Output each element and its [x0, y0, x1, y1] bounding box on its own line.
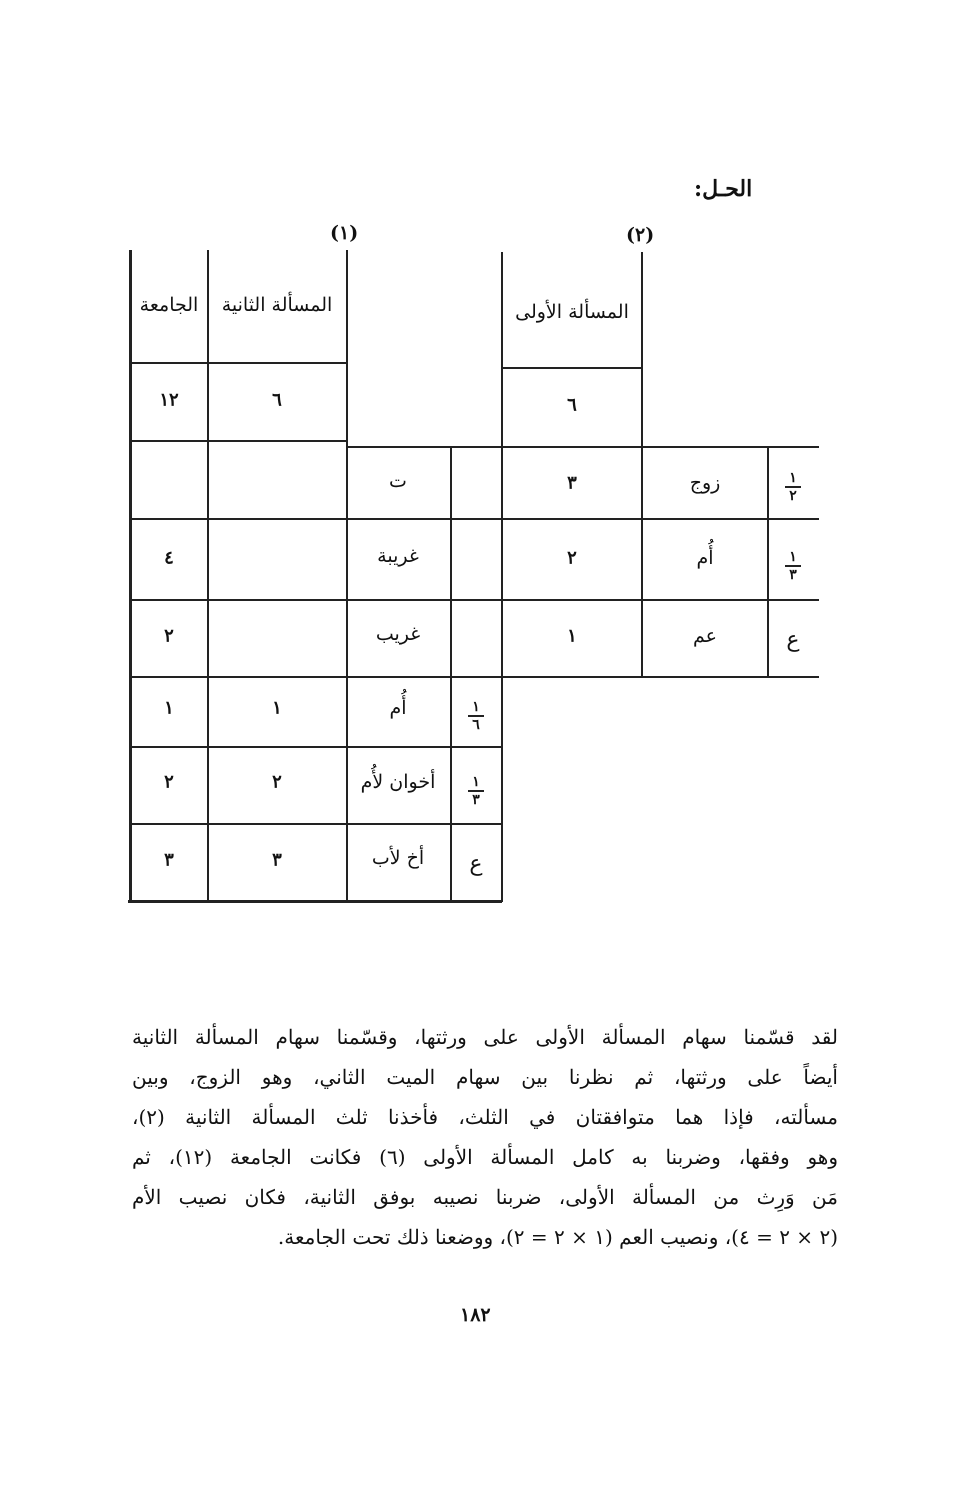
heir-name: ت	[389, 470, 407, 492]
fraction-denominator: ٢	[789, 488, 797, 504]
heir-name: أخ لأب	[371, 847, 425, 869]
base-jamia: ١٢	[159, 389, 179, 411]
fraction-denominator: ٣	[789, 567, 797, 583]
heir-share: ٢	[567, 547, 577, 569]
table-line	[130, 823, 502, 825]
paragraph-line: مَن وَرِث من المسألة الأولى، ضربنا نصيبه…	[132, 1185, 838, 1209]
paragraph-line: (٢ × ٢ = ٤)، ونصيب العم (١ × ٢ = ٢)، ووض…	[277, 1225, 838, 1249]
table-line	[501, 252, 503, 902]
table-line	[767, 447, 769, 677]
heir-share: ١	[567, 625, 577, 647]
base-second: ٦	[272, 389, 282, 411]
paragraph-line: مسألته، فإذا هما متوافقتان في الثلث، فأخ…	[132, 1105, 839, 1129]
header-first-problem: المسألة الأولى	[515, 301, 629, 323]
fraction-denominator: ٦	[472, 717, 480, 733]
jamia-share: ٤	[164, 547, 174, 569]
label-one: (١)	[330, 222, 359, 244]
table-line	[130, 518, 819, 520]
heir-share: ٣	[567, 472, 577, 494]
residuary-mark: ع	[786, 627, 800, 653]
table-line	[130, 599, 819, 601]
jamia-share: ٢	[164, 771, 174, 793]
table-line	[641, 252, 643, 677]
second-share: ٣	[272, 849, 282, 871]
heir-name: غريبة	[377, 545, 419, 567]
jamia-share: ١	[164, 697, 174, 719]
table-line	[129, 250, 132, 903]
solution-heading: الحـل:	[694, 176, 753, 202]
jamia-share: ٣	[164, 849, 174, 871]
heir-name: غريب	[375, 623, 421, 645]
fraction-numerator: ١	[789, 470, 797, 486]
jamia-share: ٢	[164, 625, 174, 647]
second-share: ٢	[272, 771, 282, 793]
table-line	[130, 746, 502, 748]
explanation-paragraph: لقد قسّمنا سهام المسألة الأولى على ورثته…	[132, 1017, 838, 1257]
table-line	[347, 446, 819, 448]
table-line	[346, 250, 348, 902]
paragraph-line: أيضاً على ورثتها، ثم نظرنا بين سهام المي…	[132, 1065, 838, 1089]
table-line	[130, 362, 347, 364]
paragraph-line: وهو وفقها، وضربنا به كامل المسألة الأولى…	[132, 1145, 838, 1169]
heir-name: أُم	[696, 547, 714, 569]
fraction-denominator: ٣	[472, 792, 480, 808]
table-line	[128, 900, 502, 903]
residuary-mark: ع	[469, 851, 483, 877]
base-first: ٦	[567, 394, 577, 416]
table-line	[130, 440, 347, 442]
table-line	[450, 447, 452, 902]
second-share: ١	[272, 697, 282, 719]
fraction-numerator: ١	[789, 549, 797, 565]
paragraph-line: لقد قسّمنا سهام المسألة الأولى على ورثته…	[132, 1025, 838, 1049]
heir-name: عم	[693, 625, 717, 647]
label-two: (٢)	[626, 224, 655, 246]
table-line	[207, 250, 209, 902]
fraction-numerator: ١	[472, 774, 480, 790]
heir-name: أُم	[389, 697, 407, 719]
page-number: ١٨٢	[460, 1304, 491, 1326]
header-second-problem: المسألة الثانية	[221, 294, 333, 316]
heir-name: أخوان لأُم	[360, 771, 436, 793]
heir-name: زوج	[689, 472, 721, 494]
fraction-numerator: ١	[472, 699, 480, 715]
header-jamia: الجامعة	[139, 294, 199, 316]
table-line	[130, 676, 819, 678]
table-line	[502, 367, 642, 369]
